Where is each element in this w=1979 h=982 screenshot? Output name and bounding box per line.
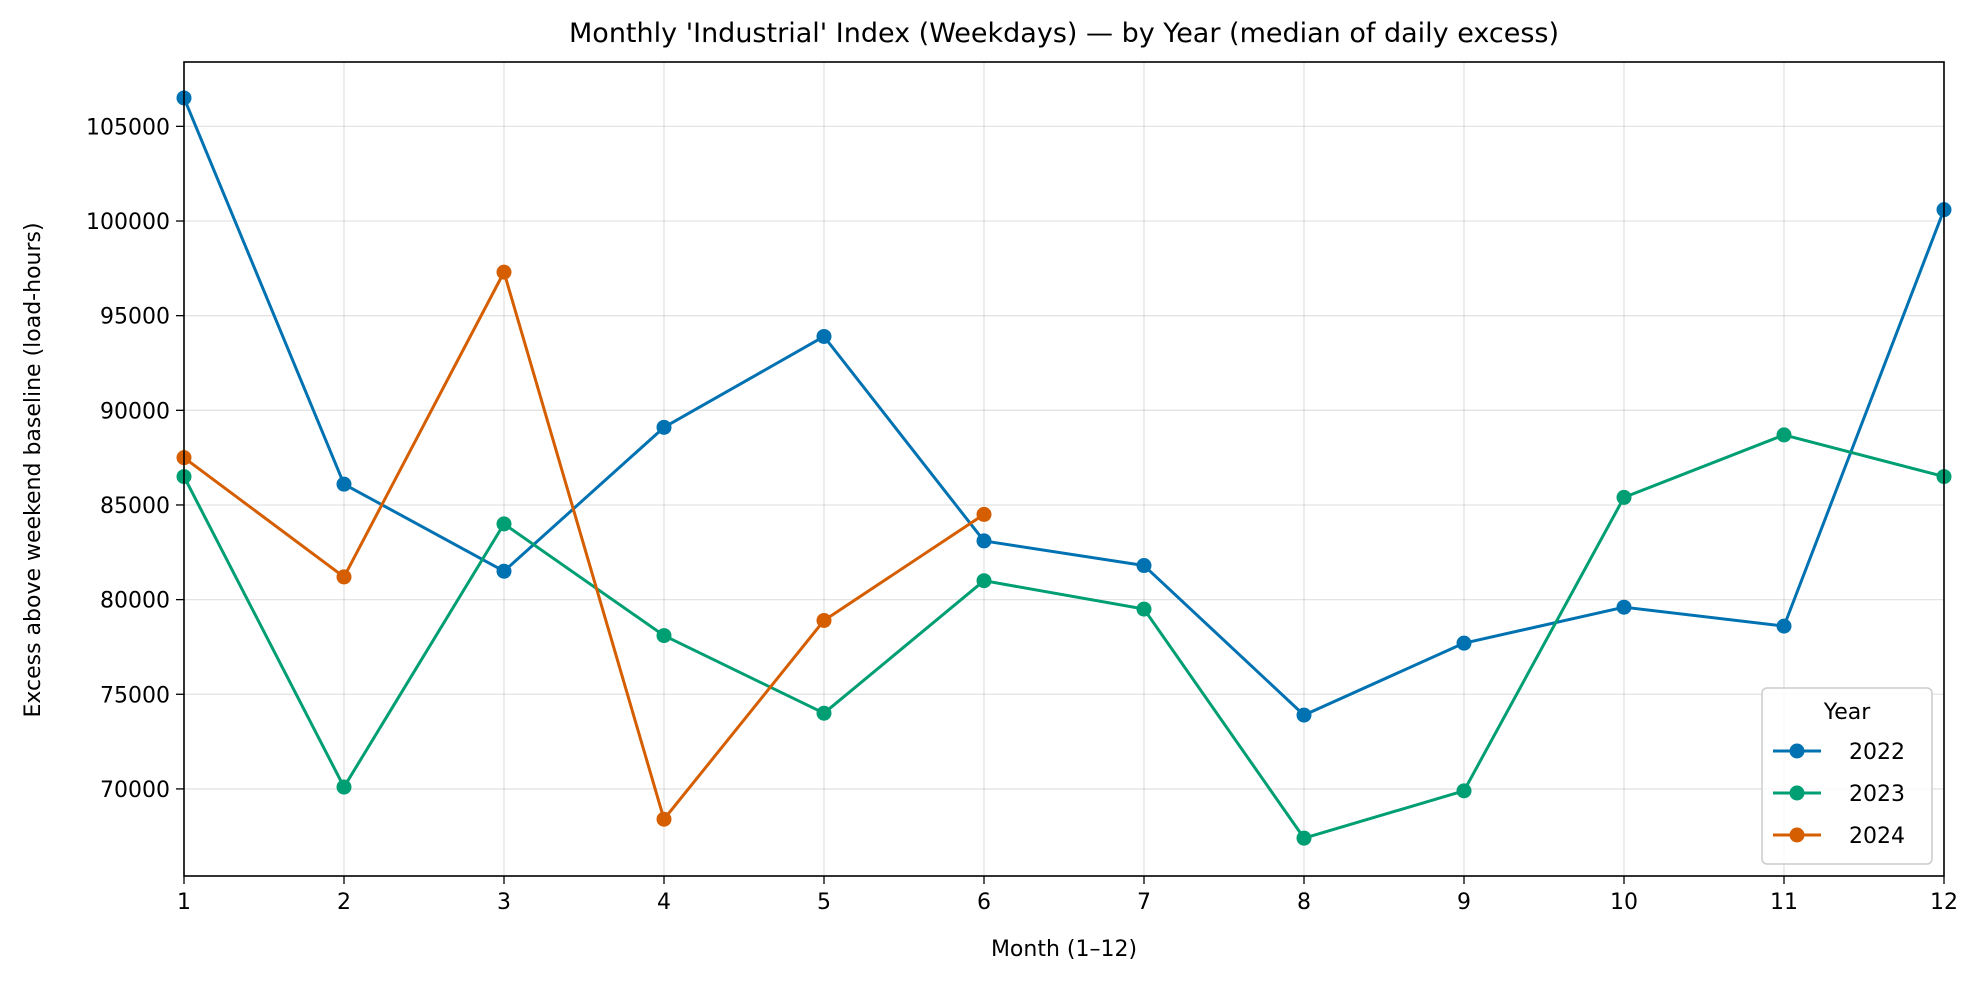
data-point-2024	[816, 612, 832, 628]
y-tick-label: 90000	[100, 399, 170, 424]
data-point-2023	[1616, 489, 1632, 505]
legend-swatch-marker	[1789, 743, 1805, 759]
x-tick-label: 9	[1457, 890, 1471, 915]
y-tick-label: 100000	[86, 210, 170, 235]
data-point-2022	[336, 476, 352, 492]
legend-item-2023: 2023	[1773, 782, 1905, 807]
series-2024	[176, 264, 992, 827]
data-point-2022	[1616, 599, 1632, 615]
data-point-2023	[816, 705, 832, 721]
data-point-2023	[1776, 427, 1792, 443]
data-point-2023	[1296, 830, 1312, 846]
legend-swatch-marker	[1789, 827, 1805, 843]
y-tick-label: 95000	[100, 305, 170, 330]
chart-title: Monthly 'Industrial' Index (Weekdays) — …	[569, 18, 1559, 49]
data-point-2024	[656, 811, 672, 827]
legend-label: 2022	[1849, 740, 1905, 765]
x-tick-label: 8	[1297, 890, 1311, 915]
data-point-2023	[336, 779, 352, 795]
series-line-2023	[182, 433, 1945, 840]
y-tick-label: 105000	[86, 115, 170, 140]
legend-title: Year	[1823, 700, 1872, 725]
data-point-2023	[1136, 601, 1152, 617]
legend-swatch-marker	[1789, 785, 1805, 801]
y-tick-label: 70000	[100, 778, 170, 803]
legend-item-2024: 2024	[1773, 824, 1905, 849]
x-tick-label: 10	[1610, 890, 1638, 915]
y-axis: 70000 75000 80000 85000 90000 95000 100000 1050…	[86, 115, 184, 803]
y-axis-title: Excess above weekend baseline (load-hour…	[21, 222, 46, 717]
x-axis-title: Month (1–12)	[991, 937, 1137, 962]
data-point-2022	[656, 419, 672, 435]
series-line-2022	[182, 97, 1946, 717]
y-tick-label: 80000	[100, 589, 170, 614]
legend-items: 2022 2023 2024	[1773, 740, 1905, 849]
x-tick-label: 12	[1930, 890, 1958, 915]
x-tick-label: 6	[977, 890, 991, 915]
data-point-2024	[336, 569, 352, 585]
legend-label: 2023	[1849, 782, 1905, 807]
legend-label: 2024	[1849, 824, 1905, 849]
data-point-2023	[496, 516, 512, 532]
series-line-2024	[183, 270, 985, 821]
series-2022	[176, 90, 1952, 723]
y-tick-label: 75000	[100, 683, 170, 708]
series-layer	[176, 90, 1952, 846]
legend-box	[1761, 687, 1933, 865]
data-point-2022	[1456, 635, 1472, 651]
data-point-2022	[496, 563, 512, 579]
data-point-2023	[1456, 783, 1472, 799]
y-tick-label: 85000	[100, 494, 170, 519]
x-axis: 1 2 3 4 5 6 7 8 9 10 11 12	[177, 876, 1958, 915]
x-tick-label: 5	[817, 890, 831, 915]
x-tick-label: 7	[1137, 890, 1151, 915]
x-tick-label: 11	[1770, 890, 1798, 915]
data-point-2024	[496, 264, 512, 280]
series-2023	[176, 427, 1952, 846]
data-point-2022	[1296, 707, 1312, 723]
data-point-2024	[976, 506, 992, 522]
x-tick-label: 3	[497, 890, 511, 915]
x-tick-label: 2	[337, 890, 351, 915]
legend: Year 2022 2023 2024	[1761, 687, 1933, 865]
data-point-2023	[656, 628, 672, 644]
x-tick-label: 1	[177, 890, 191, 915]
data-point-2022	[1776, 618, 1792, 634]
data-point-2022	[976, 533, 992, 549]
data-point-2023	[976, 573, 992, 589]
x-tick-label: 4	[657, 890, 671, 915]
data-point-2022	[816, 328, 832, 344]
plot-frame	[183, 61, 1945, 877]
data-point-2022	[1136, 558, 1152, 574]
legend-item-2022: 2022	[1773, 740, 1905, 765]
